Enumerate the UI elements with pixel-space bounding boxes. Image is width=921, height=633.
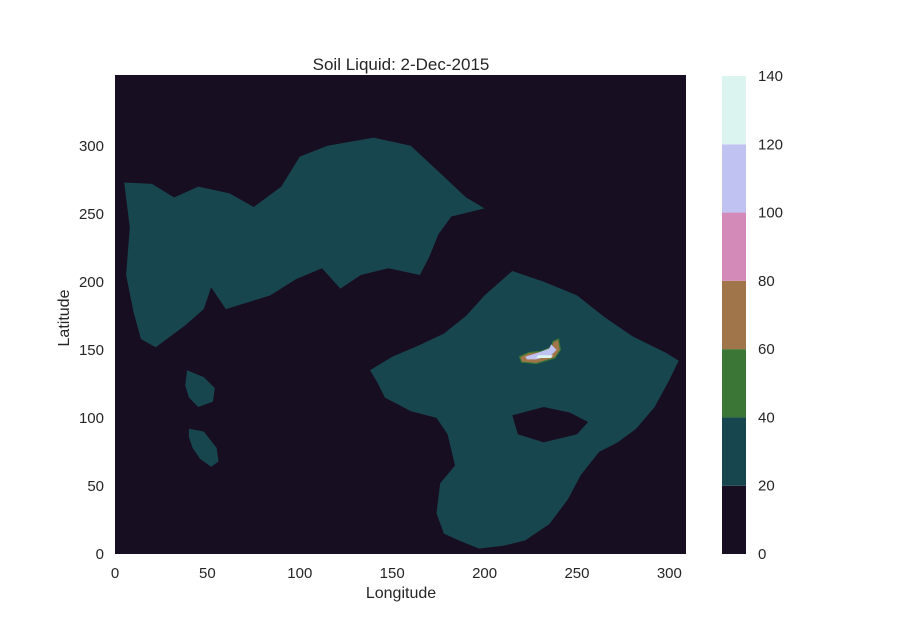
y-tick-label: 0 [96,546,104,563]
colorbar-tick-label: 40 [758,409,775,426]
chart-title: Soil Liquid: 2-Dec-2015 [313,55,490,74]
colorbar-ticks: 0 20 40 60 80 100 120 140 [758,68,783,563]
contour-region-southwest-islet [188,428,219,467]
colorbar-tick-label: 0 [758,546,766,563]
contour-regions [124,137,679,549]
x-tick-label: 50 [199,565,216,582]
colorbar-segment [722,280,746,350]
colorbar-segment [722,417,746,486]
x-tick-label: 200 [472,565,497,582]
contour-region-hotspot-core [536,355,553,358]
colorbar-tick-label: 60 [758,341,775,358]
colorbar-tick-label: 80 [758,273,775,290]
x-tick-label: 300 [657,565,682,582]
y-axis-ticks: 0 50 100 150 200 250 300 [79,138,104,563]
plot-area [115,75,686,554]
y-tick-label: 200 [79,274,104,291]
x-axis-ticks: 0 50 100 150 200 250 300 [111,565,682,582]
colorbar-segment [722,485,746,554]
contour-region-northwest-landmass [124,137,485,348]
y-axis-label: Latitude [56,289,73,346]
y-tick-label: 100 [79,410,104,427]
x-tick-label: 100 [287,565,312,582]
colorbar-segment [722,349,746,418]
contour-region-inner-dry-patch [512,407,589,443]
x-tick-label: 250 [564,565,589,582]
colorbar-tick-label: 140 [758,68,783,85]
y-tick-label: 250 [79,206,104,223]
y-tick-label: 150 [79,342,104,359]
colorbar-tick-label: 100 [758,205,783,222]
y-tick-label: 300 [79,138,104,155]
colorbar-segment [722,144,746,213]
contour-region-east-landmass [370,271,679,549]
x-axis-label: Longitude [366,585,436,602]
colorbar-tick-label: 120 [758,136,783,153]
y-tick-label: 50 [87,478,104,495]
contour-region-west-islet [185,370,215,407]
colorbar [722,76,746,554]
colorbar-segment [722,76,746,145]
colorbar-segment [722,212,746,281]
x-tick-label: 150 [380,565,405,582]
colorbar-tick-label: 20 [758,478,775,495]
x-tick-label: 0 [111,565,119,582]
